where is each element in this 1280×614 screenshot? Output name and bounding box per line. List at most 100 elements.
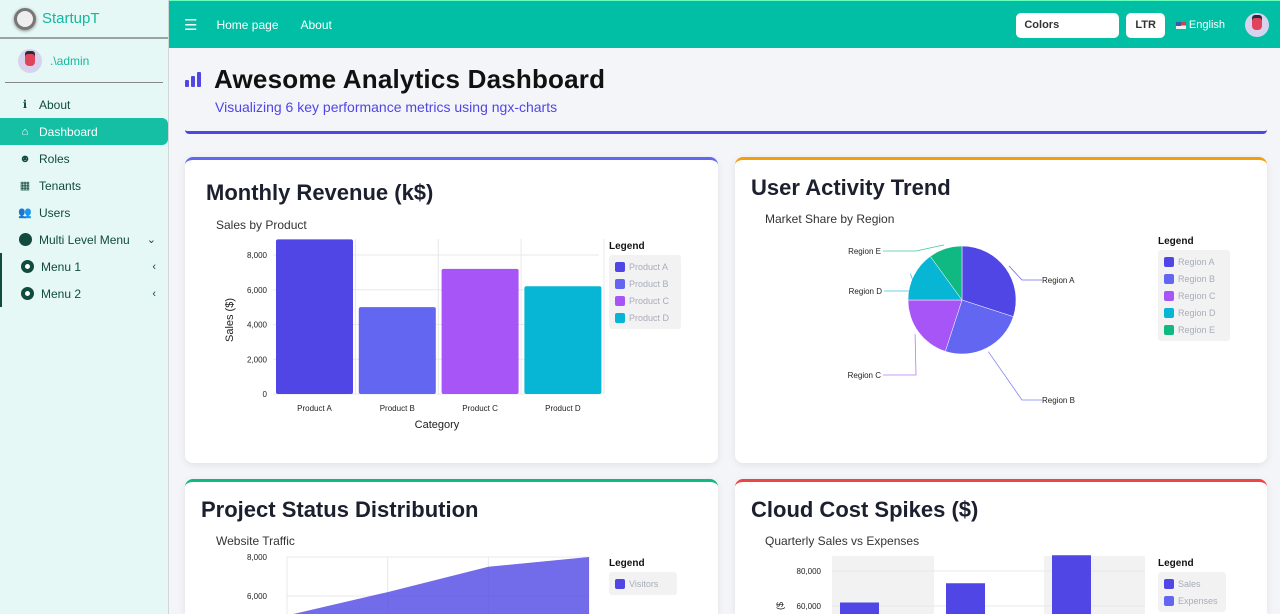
x-tick-label: Product D	[545, 404, 581, 413]
legend-swatch	[615, 578, 625, 589]
chart-title: Sales by Product	[216, 218, 307, 232]
sidebar-item-users[interactable]: 👥 Users	[0, 199, 168, 226]
legend-label: Sales	[1178, 578, 1201, 589]
legend-swatch	[1164, 324, 1174, 335]
y-axis-label-partial: ($	[775, 602, 785, 610]
pie-slice	[929, 245, 963, 301]
chart-legend: Legend Region A Region B Region C Region D Re…	[1158, 236, 1230, 341]
legend-title: Legend	[609, 241, 645, 252]
legend-label: Visitors	[629, 578, 659, 589]
y-tick-label: 60,000	[797, 602, 822, 611]
sidebar-item-tenants[interactable]: ▦ Tenants	[0, 172, 168, 199]
bar-sales	[946, 583, 985, 614]
legend-swatch	[615, 261, 625, 272]
sidebar-item-roles[interactable]: ☻ Roles	[0, 145, 168, 172]
legend-item[interactable]: Sales	[1164, 575, 1220, 592]
legend-swatch	[615, 278, 625, 289]
label-connector	[884, 273, 918, 292]
direction-button[interactable]: LTR	[1126, 12, 1165, 38]
chart-svg: 0 2,000 4,000 6,000 8,000 Product A Product B P…	[224, 239, 605, 431]
bar-sales	[1052, 555, 1091, 614]
card-project-status: Project Status Distribution Website Traf…	[185, 479, 718, 614]
sidebar-item-dashboard[interactable]: ⌂ Dashboard	[0, 118, 168, 145]
chart-title: Website Traffic	[216, 534, 295, 548]
legend-item[interactable]: Product D	[615, 309, 675, 326]
chart-svg: 8,000 6,000	[247, 553, 590, 614]
card-monthly-revenue: Monthly Revenue (k$) Sales by Product 0 2…	[185, 157, 718, 463]
user-avatar[interactable]	[1245, 13, 1269, 37]
circle-icon	[18, 233, 32, 247]
label-connector	[883, 334, 917, 376]
legend-label: Product A	[629, 261, 669, 272]
legend-item[interactable]: Region C	[1164, 287, 1224, 304]
pie-slice	[944, 299, 1014, 355]
legend-item[interactable]: Region B	[1164, 270, 1224, 287]
sidebar-item-label: Tenants	[39, 178, 82, 193]
legend-label: Product D	[629, 312, 670, 323]
legend-label: Expenses	[1178, 595, 1218, 606]
chart-legend: Legend Product A Product B Product C Product…	[609, 241, 681, 329]
legend-item[interactable]: Product A	[615, 258, 675, 275]
chart-title: Quarterly Sales vs Expenses	[765, 534, 920, 548]
chart-legend: Legend Sales Expenses	[1158, 558, 1226, 612]
legend-swatch	[1164, 578, 1174, 589]
sidebar-item-label: Multi Level Menu	[39, 232, 130, 247]
y-tick-label: 2,000	[247, 355, 268, 364]
legend-label: Product B	[629, 278, 669, 289]
nav-link-about[interactable]: About	[300, 17, 332, 32]
legend-item[interactable]: Region D	[1164, 304, 1224, 321]
ring-icon	[20, 287, 34, 301]
x-axis-label: Category	[415, 419, 460, 431]
legend-item[interactable]: Expenses	[1164, 592, 1220, 609]
legend-label: Region B	[1178, 273, 1216, 284]
legend-item[interactable]: Region A	[1164, 253, 1224, 270]
chevron-down-icon: ⌄	[146, 234, 156, 246]
bar	[441, 268, 519, 394]
chevron-left-icon: ‹	[152, 260, 156, 273]
page-header: Awesome Analytics Dashboard Visualizing …	[185, 64, 1267, 134]
user-profile[interactable]: .\admin	[5, 39, 163, 83]
user-name: .\admin	[50, 53, 90, 68]
card-heading: Project Status Distribution	[201, 497, 479, 522]
y-tick-label: 0	[263, 390, 268, 399]
y-tick-label: 6,000	[247, 592, 268, 601]
logo-icon	[14, 7, 36, 30]
bar	[524, 286, 602, 394]
legend-item[interactable]: Region E	[1164, 321, 1224, 338]
area-visitors	[287, 557, 589, 614]
legend-item[interactable]: Product C	[615, 292, 675, 309]
legend-item[interactable]: Product B	[615, 275, 675, 292]
legend-item[interactable]: Visitors	[615, 575, 671, 592]
nav-link-home[interactable]: Home page	[216, 17, 279, 32]
page-subtitle: Visualizing 6 key performance metrics us…	[215, 99, 558, 115]
card-user-activity: User Activity Trend Market Share by Regi…	[735, 157, 1267, 463]
pie-label: Region A	[1042, 276, 1075, 285]
x-tick-label: Product A	[297, 404, 332, 413]
legend-swatch	[1164, 273, 1174, 284]
info-icon: ℹ	[22, 99, 28, 111]
users-icon: 👥	[18, 207, 32, 219]
brand[interactable]: StartupT	[0, 0, 168, 39]
bar	[358, 307, 436, 394]
hamburger-menu-icon[interactable]: ☰	[184, 16, 198, 34]
x-tick-label: Product C	[462, 404, 498, 413]
colors-select[interactable]: Colors	[1016, 12, 1120, 38]
sidebar-item-menu-2[interactable]: Menu 2 ‹	[0, 280, 168, 307]
sidebar-item-about[interactable]: ℹ About	[0, 91, 168, 118]
sidebar-item-menu-1[interactable]: Menu 1 ‹	[0, 253, 168, 280]
y-tick-label: 6,000	[247, 286, 268, 295]
ring-icon	[20, 260, 34, 274]
sidebar-item-multi-level-menu[interactable]: Multi Level Menu ⌄	[0, 226, 168, 253]
page-title: Awesome Analytics Dashboard	[214, 64, 606, 94]
home-icon: ⌂	[21, 125, 29, 138]
avatar	[18, 48, 42, 73]
chevron-left-icon: ‹	[152, 287, 156, 300]
y-tick-label: 80,000	[797, 567, 822, 576]
language-selector[interactable]: English	[1175, 19, 1225, 31]
sidebar: StartupT .\admin ℹ About ⌂ Dashboard ☻ Roles ▦…	[0, 0, 169, 614]
legend-swatch	[615, 312, 625, 323]
bar-sales	[840, 602, 879, 614]
legend-label: Region C	[1178, 290, 1216, 301]
bar	[276, 239, 353, 394]
sidebar-item-label: Roles	[39, 151, 70, 166]
